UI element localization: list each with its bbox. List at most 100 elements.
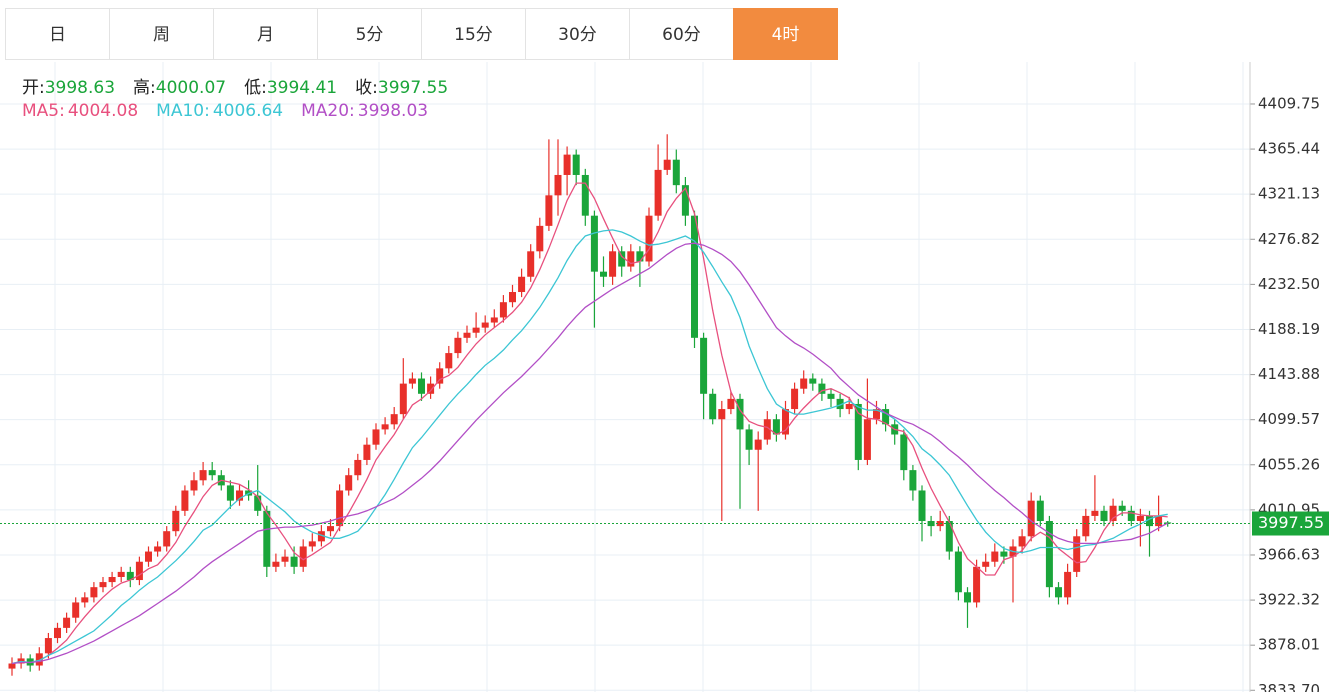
- candle-body: [254, 495, 262, 511]
- candle-body: [263, 510, 271, 567]
- candle-body: [372, 429, 380, 445]
- y-tick-label: 3966.63: [1258, 545, 1320, 563]
- candle-body: [973, 566, 981, 603]
- period-tab[interactable]: 月: [213, 8, 318, 60]
- candle-body: [627, 251, 635, 267]
- y-tick-label: 4232.50: [1258, 275, 1320, 293]
- candle-body: [418, 378, 425, 394]
- candle-body: [527, 251, 535, 277]
- candle-body: [363, 444, 371, 460]
- candle-body: [1018, 536, 1026, 547]
- candle-body: [700, 337, 708, 394]
- candle-body: [145, 551, 152, 562]
- candle-body: [290, 556, 298, 567]
- period-tab[interactable]: 15分: [421, 8, 526, 60]
- ma-value: 3998.03: [357, 101, 429, 121]
- candle-body: [490, 317, 498, 323]
- candle-body: [754, 439, 762, 450]
- candle-body: [836, 398, 844, 410]
- candle-body: [327, 526, 334, 532]
- candle-body: [345, 475, 353, 491]
- candle-body: [581, 174, 589, 216]
- candle-body: [800, 378, 808, 389]
- candle-body: [1100, 510, 1108, 522]
- candle-body: [1045, 521, 1053, 588]
- candle-body: [281, 556, 289, 562]
- last-price-label: 3997.55: [1258, 513, 1324, 532]
- candle-body: [1136, 515, 1144, 522]
- candle-body: [609, 251, 617, 277]
- candle-body: [299, 546, 307, 567]
- candle-body: [954, 551, 962, 593]
- y-tick-label: 3833.70: [1258, 681, 1320, 692]
- period-tab[interactable]: 周: [109, 8, 214, 60]
- candle-body: [518, 276, 526, 293]
- candle-body: [718, 409, 726, 420]
- candle-body: [900, 434, 908, 471]
- candle-body: [336, 490, 344, 527]
- period-tab[interactable]: 4时: [733, 8, 838, 60]
- period-tab[interactable]: 日: [5, 8, 110, 60]
- ohlc-info: 开:3998.63 高:4000.07 低:3994.41 收:3997.55: [22, 73, 466, 98]
- ma-line: [11, 242, 1169, 665]
- candle-body: [499, 302, 507, 318]
- candle-body: [172, 510, 180, 532]
- candle-body: [1146, 515, 1153, 527]
- candle-body: [381, 424, 389, 430]
- y-tick-label: 3878.01: [1258, 636, 1320, 654]
- period-tab[interactable]: 60分: [629, 8, 734, 60]
- candle-body: [154, 546, 162, 552]
- y-tick-label: 4055.26: [1258, 455, 1320, 473]
- candle-body: [481, 322, 489, 328]
- candle-body: [982, 561, 990, 567]
- candle-body: [882, 409, 890, 425]
- y-tick-label: 4276.82: [1258, 230, 1320, 248]
- candle-body: [72, 602, 80, 618]
- y-tick-label: 4188.19: [1258, 320, 1320, 338]
- candle-body: [672, 159, 680, 186]
- candle-body: [35, 653, 43, 666]
- candle-body: [8, 663, 16, 669]
- candle-body: [791, 388, 799, 410]
- y-tick-label: 4099.57: [1258, 410, 1320, 428]
- candle-body: [590, 215, 598, 272]
- period-tab[interactable]: 5分: [317, 8, 422, 60]
- candle-body: [918, 490, 926, 522]
- candle-body: [563, 154, 571, 175]
- last-price-box: [1252, 511, 1329, 536]
- ma-value: 4006.64: [212, 101, 284, 121]
- ma-label: MA5:: [22, 101, 65, 121]
- candle-body: [399, 383, 407, 415]
- candle-body: [1027, 500, 1035, 537]
- y-tick-label: 3922.32: [1258, 591, 1320, 609]
- info-label: 收:: [355, 78, 378, 98]
- candle-body: [1000, 551, 1008, 557]
- candle-body: [536, 225, 544, 252]
- candle-body: [991, 551, 999, 562]
- candle-body: [117, 571, 125, 577]
- candle-body: [44, 638, 52, 654]
- candle-body: [827, 393, 835, 399]
- info-label: 高:: [133, 78, 156, 98]
- candle-body: [863, 419, 871, 460]
- candle-body: [763, 419, 771, 440]
- y-tick-label: 4409.75: [1258, 94, 1320, 112]
- period-tab[interactable]: 30分: [525, 8, 630, 60]
- candle-body: [873, 409, 880, 420]
- candle-body: [463, 332, 471, 338]
- candle-body: [472, 327, 480, 333]
- candle-body: [964, 592, 971, 603]
- candle-body: [554, 174, 562, 196]
- candle-body: [572, 154, 580, 175]
- candle-body: [772, 419, 780, 435]
- candle-body: [818, 383, 826, 394]
- candle-body: [1064, 571, 1072, 598]
- candle-body: [663, 159, 671, 170]
- ma-label: MA20:: [301, 101, 355, 121]
- info-value: 3994.41: [266, 78, 338, 98]
- candle-body: [1118, 505, 1126, 511]
- info-value: 3998.63: [44, 78, 116, 98]
- candle-body: [163, 531, 171, 547]
- candle-body: [782, 409, 789, 435]
